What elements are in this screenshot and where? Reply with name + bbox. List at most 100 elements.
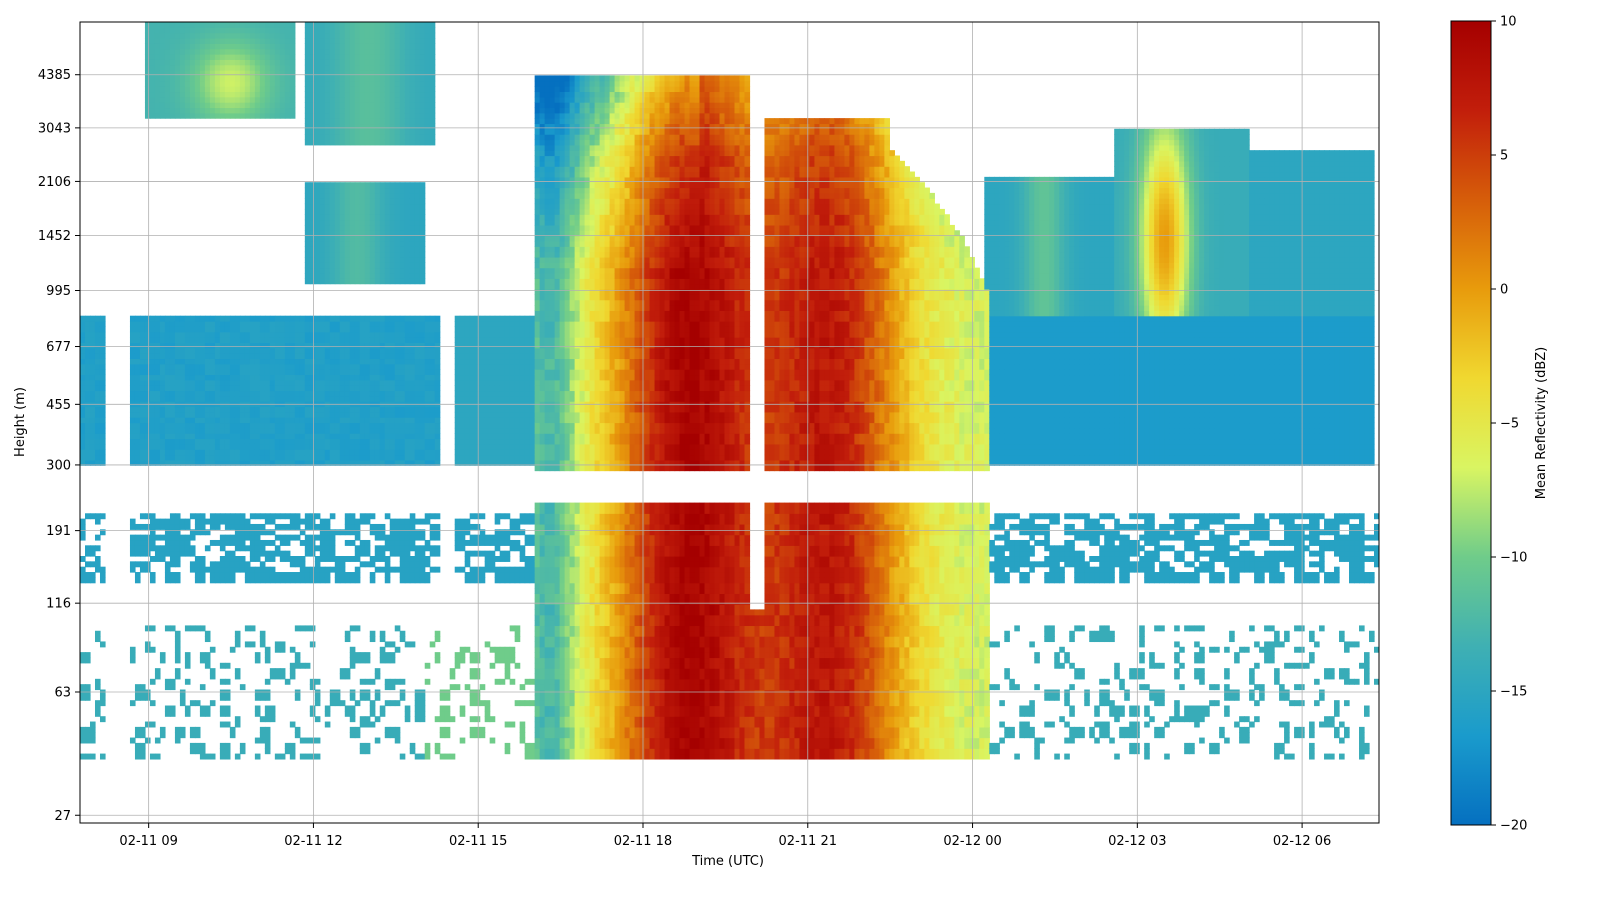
heatmap-cell [394, 395, 401, 402]
heatmap-cell [504, 395, 511, 402]
heatmap-cell [224, 326, 231, 333]
heatmap-cell [319, 187, 326, 194]
heatmap-cell [474, 539, 481, 546]
heatmap-cell [434, 321, 441, 327]
heatmap-cell [359, 411, 366, 418]
heatmap-cell [134, 454, 141, 461]
heatmap-cell [464, 353, 471, 360]
heatmap-cell [80, 566, 86, 573]
heatmap-cell [184, 454, 191, 461]
heatmap-cell [364, 326, 371, 333]
heatmap-cell [134, 326, 141, 333]
heatmap-cell [269, 363, 276, 370]
heatmap-cell [294, 438, 301, 445]
heatmap-cell [509, 315, 516, 322]
heatmap-cell [344, 59, 351, 66]
heatmap-cell [169, 315, 176, 322]
heatmap-cell [394, 251, 401, 258]
heatmap-cell [99, 449, 106, 456]
heatmap-cell [85, 385, 91, 392]
heatmap-cell [324, 326, 331, 333]
heatmap-cell [144, 689, 151, 696]
heatmap-cell [404, 64, 411, 71]
heatmap-cell [364, 48, 371, 55]
heatmap-cell [164, 369, 171, 376]
heatmap-cell [414, 224, 421, 231]
heatmap-cell [279, 112, 286, 119]
heatmap-cell [199, 454, 206, 461]
heatmap-cell [424, 112, 431, 119]
heatmap-cell [164, 43, 171, 50]
heatmap-cell [469, 732, 476, 739]
heatmap-cell [324, 251, 331, 258]
heatmap-cell [379, 134, 386, 141]
heatmap-cell [149, 529, 156, 536]
heatmap-cell [194, 86, 201, 93]
heatmap-cell [474, 342, 481, 349]
heatmap-cell [399, 379, 406, 386]
heatmap-cell [324, 422, 331, 429]
heatmap-cell [179, 80, 186, 87]
heatmap-cell [244, 22, 251, 28]
heatmap-cell [204, 662, 211, 669]
heatmap-cell [404, 118, 411, 125]
heatmap-cell [264, 566, 271, 573]
heatmap-cell [324, 118, 331, 125]
heatmap-cell [234, 417, 241, 424]
heatmap-cell [359, 256, 366, 263]
heatmap-cell [154, 59, 161, 66]
heatmap-cell [399, 86, 406, 93]
heatmap-cell [314, 337, 321, 343]
heatmap-cell [419, 353, 426, 360]
heatmap-cell [384, 459, 391, 466]
heatmap-cell [164, 422, 171, 429]
heatmap-cell [484, 326, 491, 333]
heatmap-cell [344, 539, 351, 546]
heatmap-cell [414, 353, 421, 360]
heatmap-cell [514, 459, 521, 466]
heatmap-cell [429, 417, 436, 424]
heatmap-cell [164, 331, 171, 338]
heatmap-cell [379, 636, 386, 643]
heatmap-cell [209, 315, 216, 322]
heatmap-cell [359, 91, 366, 98]
heatmap-cell [414, 411, 421, 418]
heatmap-cell [179, 59, 186, 66]
heatmap-cell [409, 272, 416, 279]
heatmap-cell [89, 721, 96, 728]
heatmap-cell [314, 208, 321, 215]
heatmap-cell [214, 64, 221, 71]
heatmap-cell [349, 59, 356, 66]
heatmap-cell [139, 411, 146, 418]
heatmap-cell [419, 214, 426, 221]
heatmap-cell [269, 427, 276, 434]
heatmap-cell [414, 716, 421, 723]
heatmap-cell [309, 59, 316, 66]
heatmap-cell [434, 369, 441, 376]
heatmap-cell [80, 459, 86, 466]
heatmap-cell [264, 32, 271, 39]
heatmap-cell [339, 438, 346, 445]
heatmap-cell [459, 657, 466, 664]
heatmap-cell [324, 406, 331, 413]
heatmap-cell [239, 748, 246, 755]
heatmap-cell [269, 395, 276, 402]
heatmap-cell [409, 321, 416, 327]
heatmap-cell [264, 48, 271, 55]
heatmap-cell [369, 411, 376, 418]
heatmap-cell [85, 406, 91, 413]
heatmap-cell [454, 411, 461, 418]
heatmap-cell [129, 331, 136, 338]
heatmap-cell [204, 112, 211, 119]
heatmap-cell [394, 219, 401, 226]
heatmap-cell [409, 75, 416, 82]
heatmap-cell [169, 438, 176, 445]
heatmap-cell [314, 118, 321, 125]
heatmap-cell [314, 91, 321, 98]
heatmap-cell [154, 406, 161, 413]
heatmap-cell [499, 331, 506, 338]
heatmap-cell [139, 459, 146, 466]
heatmap-cell [279, 385, 286, 392]
heatmap-cell [479, 438, 486, 445]
heatmap-cell [304, 363, 311, 370]
